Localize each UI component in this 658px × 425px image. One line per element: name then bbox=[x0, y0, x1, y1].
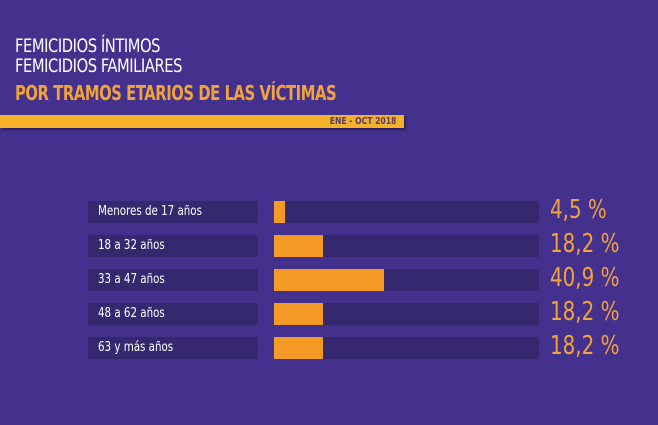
value-label: 18,2 % bbox=[550, 229, 620, 259]
bar-track bbox=[274, 337, 539, 359]
bar bbox=[274, 269, 384, 291]
category-label-box: 33 a 47 años bbox=[88, 269, 258, 291]
value-label: 4,5 % bbox=[550, 195, 607, 225]
title-line-1: FEMICIDIOS ÍNTIMOS bbox=[15, 35, 161, 57]
bar-row: 33 a 47 años 40,9 % bbox=[0, 263, 658, 293]
value-label: 18,2 % bbox=[550, 297, 620, 327]
bar bbox=[274, 303, 324, 325]
bar-track bbox=[274, 201, 539, 223]
category-label-box: 18 a 32 años bbox=[88, 235, 258, 257]
bar-row: 18 a 32 años 18,2 % bbox=[0, 229, 658, 259]
bar-track bbox=[274, 235, 539, 257]
bar bbox=[274, 235, 324, 257]
category-label: 33 a 47 años bbox=[98, 272, 165, 287]
period-stripe: ENE - OCT 2018 bbox=[0, 115, 404, 128]
period-label: ENE - OCT 2018 bbox=[329, 116, 396, 127]
bar-row: 63 y más años 18,2 % bbox=[0, 331, 658, 361]
subtitle: POR TRAMOS ETARIOS DE LAS VÍCTIMAS bbox=[15, 81, 337, 105]
title-line-2: FEMICIDIOS FAMILIARES bbox=[15, 55, 183, 77]
bar bbox=[274, 201, 285, 223]
value-label: 18,2 % bbox=[550, 331, 620, 361]
bar-row: 48 a 62 años 18,2 % bbox=[0, 297, 658, 327]
bar bbox=[274, 337, 324, 359]
value-label: 40,9 % bbox=[550, 263, 620, 293]
category-label: 48 a 62 años bbox=[98, 306, 165, 321]
category-label-box: 63 y más años bbox=[88, 337, 258, 359]
category-label: 18 a 32 años bbox=[98, 238, 165, 253]
category-label: Menores de 17 años bbox=[98, 204, 202, 219]
bar-track bbox=[274, 269, 539, 291]
bar-row: Menores de 17 años 4,5 % bbox=[0, 195, 658, 225]
category-label: 63 y más años bbox=[98, 340, 174, 355]
category-label-box: Menores de 17 años bbox=[88, 201, 258, 223]
bar-track bbox=[274, 303, 539, 325]
category-label-box: 48 a 62 años bbox=[88, 303, 258, 325]
